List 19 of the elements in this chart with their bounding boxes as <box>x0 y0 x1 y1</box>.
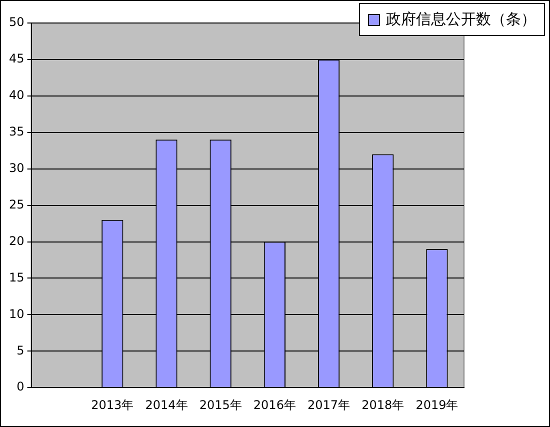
y-tick-label: 25 <box>8 197 24 212</box>
y-tick-label: 20 <box>8 234 24 248</box>
x-tick-label: 2017年 <box>308 398 350 412</box>
x-tick-label: 2014年 <box>145 398 188 412</box>
y-tick-label: 0 <box>16 380 24 394</box>
y-tick-label: 45 <box>8 52 24 66</box>
y-tick-label: 10 <box>8 306 24 321</box>
x-tick-label: 2015年 <box>199 398 242 412</box>
x-tick-label: 2018年 <box>362 398 404 412</box>
x-tick-label: 2013年 <box>91 398 134 412</box>
legend-label: 政府信息公开数（条） <box>386 10 536 29</box>
y-tick-label: 5 <box>16 343 24 358</box>
x-tick-label: 2019年 <box>416 398 458 412</box>
y-tick-label: 15 <box>8 270 24 284</box>
y-tick-label: 30 <box>8 160 24 175</box>
y-tick-label: 50 <box>8 15 24 30</box>
y-tick-label: 40 <box>8 88 24 102</box>
x-tick-label: 2016年 <box>253 398 296 412</box>
y-tick-label: 35 <box>8 124 24 139</box>
